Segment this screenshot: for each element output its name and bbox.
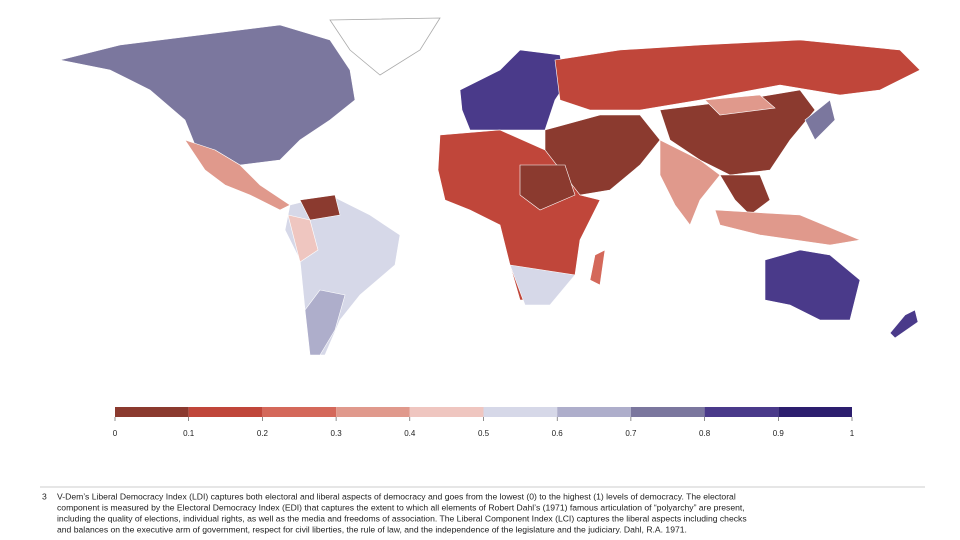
legend: 0 0.1 0.2 0.3 0.4 0.5 0.6 0.7 0.8 0.9 1: [113, 407, 855, 438]
indonesia: [714, 209, 862, 246]
andes: [287, 214, 319, 263]
china: [659, 89, 816, 176]
legend-bin: [483, 407, 558, 417]
legend-bin: [778, 407, 852, 417]
legend-bin: [336, 407, 410, 417]
legend-bin: [262, 407, 337, 417]
legend-bin: [115, 407, 189, 417]
mongolia: [704, 94, 776, 116]
southern-africa: [509, 264, 576, 306]
india: [659, 139, 721, 226]
madagascar: [589, 249, 606, 286]
europe: [459, 49, 566, 131]
tick-label: 0.4: [404, 429, 416, 438]
legend-bin: [409, 407, 484, 417]
tick-label: 0.5: [478, 429, 490, 438]
tick-label: 0: [113, 429, 118, 438]
footnote: V-Dem’s Liberal Democracy Index (LDI) ca…: [57, 491, 747, 534]
tick-label: 0.3: [331, 429, 343, 438]
sudan: [519, 164, 576, 211]
southeast-asia: [719, 174, 771, 216]
tick-label: 0.7: [625, 429, 637, 438]
new-zealand: [889, 309, 919, 339]
southern-cone: [304, 289, 346, 356]
footnote-line: component is measured by the Electoral D…: [57, 502, 745, 512]
legend-bin: [630, 407, 705, 417]
tick-label: 0.9: [773, 429, 785, 438]
legend-bin: [557, 407, 631, 417]
tick-label: 0.2: [257, 429, 269, 438]
australia: [764, 249, 861, 321]
tick-label: 0.1: [183, 429, 195, 438]
tick-label: 0.8: [699, 429, 711, 438]
footnote-line: and balances on the executive arm of gov…: [57, 524, 687, 534]
tick-label: 0.6: [552, 429, 564, 438]
north-america: [59, 24, 356, 166]
footnote-line: including the quality of elections, indi…: [57, 513, 747, 523]
venezuela: [299, 194, 341, 221]
russia: [554, 39, 921, 111]
footnote-line: V-Dem’s Liberal Democracy Index (LDI) ca…: [57, 491, 736, 501]
footnote-number: 3: [42, 491, 47, 501]
tick-label: 1: [850, 429, 855, 438]
world-map: [59, 17, 921, 356]
legend-bin: [188, 407, 263, 417]
greenland: [329, 17, 441, 76]
legend-bin: [704, 407, 779, 417]
japan: [804, 99, 836, 141]
central-america: [184, 139, 291, 211]
